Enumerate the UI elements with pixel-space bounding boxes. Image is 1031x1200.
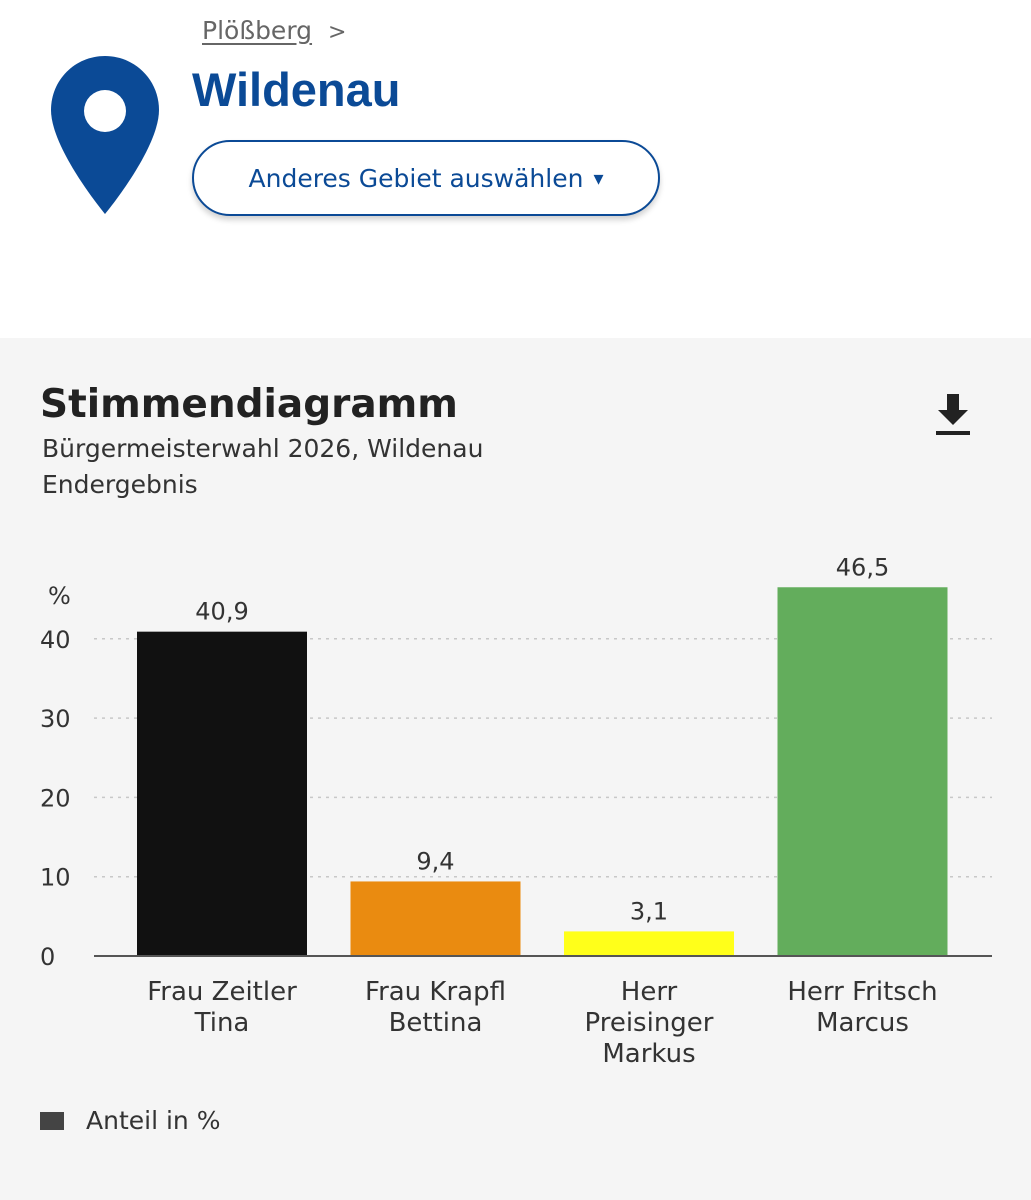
select-region-label: Anderes Gebiet auswählen [248,163,584,193]
bar [350,881,521,956]
y-tick-label: 10 [40,864,71,892]
data-label: 46,5 [836,553,889,581]
location-pin-icon [51,56,159,214]
category-label: Herr [621,977,678,1007]
y-tick-label: 0 [40,943,55,971]
chart-legend: Anteil in % [40,1106,220,1135]
y-axis-unit: % [48,582,71,610]
category-label: Frau Zeitler [147,977,297,1007]
breadcrumb-parent-link[interactable]: Plößberg [202,16,313,45]
category-label: Bettina [389,1008,483,1038]
category-label: Marcus [816,1008,909,1038]
data-label: 3,1 [630,897,668,925]
chart-subtitle: Bürgermeisterwahl 2026, Wildenau [42,434,484,463]
category-label: Markus [602,1039,695,1069]
bar [137,631,307,956]
y-tick-label: 20 [40,784,71,812]
breadcrumb-separator: > [327,20,347,45]
select-region-button[interactable]: Anderes Gebiet auswählen ▾ [192,140,660,216]
legend-label: Anteil in % [86,1106,221,1135]
y-tick-label: 40 [40,626,71,654]
caret-down-icon: ▾ [593,166,604,190]
chart-panel: Stimmendiagramm Bürgermeisterwahl 2026, … [0,338,1031,1200]
chart-status-note: Endergebnis [42,470,198,499]
chart-title: Stimmendiagramm [40,382,458,427]
bar [777,587,948,956]
legend-swatch [40,1111,64,1130]
category-label: Herr Fritsch [787,977,937,1007]
category-label: Tina [194,1008,250,1038]
region-title: Wildenau [192,63,401,116]
category-label: Preisinger [585,1008,714,1038]
region-header: Plößberg > Wildenau Anderes Gebiet auswä… [0,0,1031,338]
y-tick-label: 30 [40,705,71,733]
data-label: 40,9 [195,598,248,626]
download-icon[interactable] [930,390,976,438]
data-label: 9,4 [416,847,454,875]
breadcrumb: Plößberg > [202,16,346,45]
category-label: Frau Krapfl [365,977,506,1007]
bar [564,931,734,956]
